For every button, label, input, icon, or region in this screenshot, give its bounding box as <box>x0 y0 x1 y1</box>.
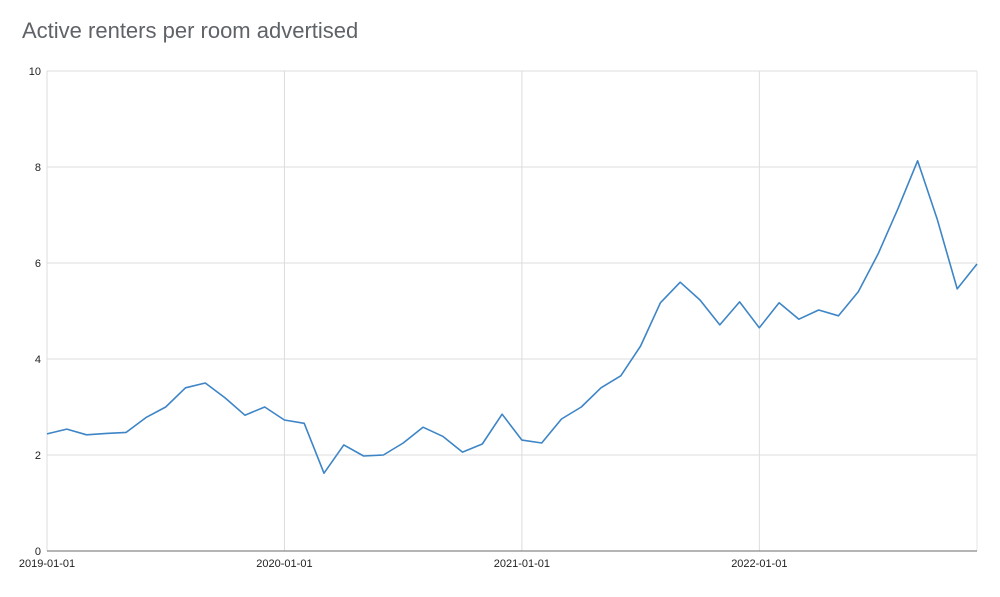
y-tick-label: 6 <box>35 258 41 270</box>
y-tick-label: 8 <box>35 162 41 174</box>
x-axis-ticks: 2019-01-01 2020-01-01 2021-01-01 2022-01-01 <box>19 558 788 570</box>
y-tick-label: 2 <box>35 450 41 462</box>
x-tick-label: 2022-01-01 <box>731 558 787 570</box>
y-tick-label: 10 <box>29 66 41 78</box>
gridlines <box>46 70 978 551</box>
chart-title: Active renters per room advertised <box>22 18 359 43</box>
x-tick-label: 2020-01-01 <box>256 558 312 570</box>
x-tick-label: 2021-01-01 <box>494 558 550 570</box>
x-tick-label: 2019-01-01 <box>19 558 75 570</box>
series-line <box>46 160 978 475</box>
y-tick-label: 4 <box>35 354 41 366</box>
y-axis-ticks: 0 2 4 6 8 10 <box>29 66 41 558</box>
y-tick-label: 0 <box>35 546 41 558</box>
